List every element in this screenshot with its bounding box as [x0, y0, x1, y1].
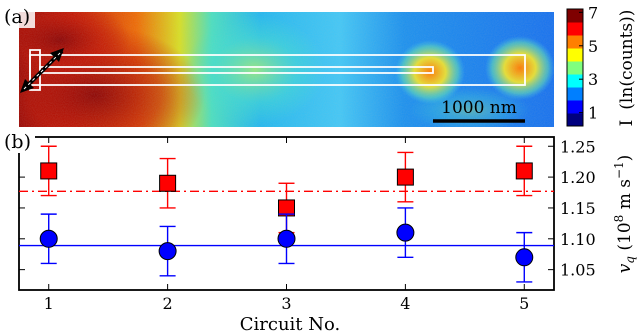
x-tick-label: 4	[400, 294, 410, 313]
y-axis: 1.05 1.10 1.15 1.20 1.25	[19, 137, 596, 280]
data-point	[515, 231, 534, 283]
colorbar-step	[567, 113, 583, 127]
colorbar-tick-label: 3	[588, 70, 598, 89]
data-point	[396, 151, 414, 203]
panel-label-b: (b)	[4, 131, 31, 153]
y-tick-label: 1.10	[560, 230, 596, 249]
circle-marker	[158, 242, 177, 261]
x-axis: 1 2 3 4 5	[44, 137, 529, 313]
data-point	[40, 145, 58, 197]
polarization-arrow-icon	[20, 48, 64, 93]
colorbar-step	[567, 61, 583, 75]
colorbar-gradient	[567, 9, 583, 127]
data-point	[159, 157, 177, 209]
x-axis-label: Circuit No.	[240, 314, 341, 335]
colorbar-step	[567, 35, 583, 49]
circle-marker	[277, 229, 296, 248]
scale-bar-label: 1000 nm	[441, 98, 517, 118]
y-axis-label: vq (108 m s−1)	[612, 155, 637, 274]
colorbar-step	[567, 74, 583, 88]
colorbar-tick-label: 7	[588, 3, 598, 22]
data-point	[396, 207, 415, 259]
intensity-map	[19, 12, 554, 127]
circle-marker	[515, 248, 534, 267]
velocity-chart: 1 2 3 4 5 1.05 1.10 1.15 1.20 1.25 Circuit No. v…	[18, 136, 637, 335]
colorbar-ticks: 1 3 5 7	[579, 3, 598, 123]
data-point	[158, 225, 177, 277]
y-tick-label: 1.20	[560, 168, 596, 187]
square-marker	[396, 168, 414, 186]
data-point	[278, 182, 295, 234]
colorbar-label: I(ln(counts))	[617, 10, 637, 127]
x-tick-label: 1	[44, 294, 54, 313]
square-marker	[40, 162, 58, 180]
colorbar-step	[567, 9, 583, 23]
data-point	[277, 213, 296, 265]
panel-label-a: (a)	[4, 6, 30, 28]
colorbar-step	[567, 87, 583, 101]
x-tick-label: 2	[163, 294, 173, 313]
x-tick-label: 5	[519, 294, 529, 313]
plot-marks	[19, 145, 554, 283]
x-tick-label: 3	[281, 294, 291, 313]
square-marker	[159, 174, 177, 192]
data-point	[515, 145, 533, 197]
circle-marker	[39, 229, 58, 248]
colorbar-step	[567, 22, 583, 36]
colorbar-tick-label: 5	[588, 37, 598, 56]
circle-marker	[396, 223, 415, 242]
square-marker	[515, 162, 533, 180]
colorbar: 1 3 5 7 I(ln(counts))	[566, 3, 637, 127]
y-tick-label: 1.05	[560, 261, 596, 280]
scale-bar: 1000 nm	[433, 98, 525, 123]
colorbar-tick-label: 1	[588, 104, 598, 123]
y-tick-label: 1.15	[560, 199, 596, 218]
input-port-outline	[29, 49, 41, 91]
y-tick-label: 1.25	[560, 137, 596, 156]
colorbar-step	[567, 100, 583, 114]
colorbar-step	[567, 48, 583, 62]
data-point	[39, 213, 58, 265]
